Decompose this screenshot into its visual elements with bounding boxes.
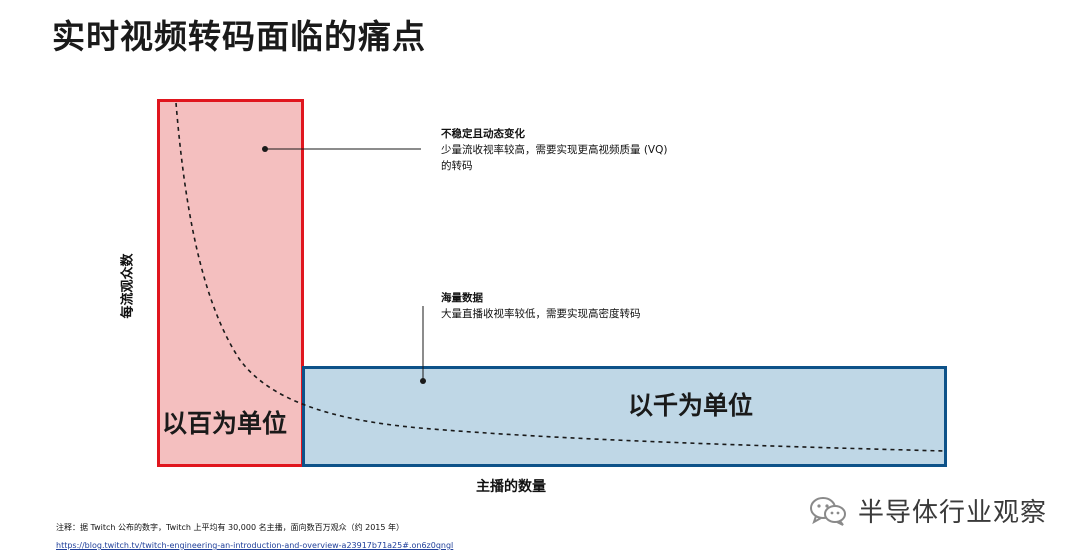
footnote: 注释：据 Twitch 公布的数字，Twitch 上平均有 30,000 名主播…	[56, 523, 405, 532]
annotation-unstable-heading: 不稳定且动态变化	[441, 128, 525, 140]
annotation-massive-line: 大量直播收视率较低，需要实现高密度转码	[441, 308, 641, 320]
x-axis-label: 主播的数量	[476, 479, 546, 495]
annotation-unstable-line: 的转码	[441, 160, 473, 172]
annotation-unstable: 不稳定且动态变化 少量流收视率较高，需要实现更高视频质量 (VQ) 的转码	[441, 126, 667, 174]
low-viewership-region	[302, 366, 947, 467]
leader-dot-2	[420, 378, 426, 384]
page-title: 实时视频转码面临的痛点	[52, 17, 426, 56]
annotation-massive-heading: 海量数据	[441, 292, 483, 304]
wechat-icon	[810, 496, 846, 526]
annotation-unstable-line: 少量流收视率较高，需要实现更高视频质量 (VQ)	[441, 144, 668, 156]
source-link[interactable]: https://blog.twitch.tv/twitch-engineerin…	[56, 541, 454, 550]
long-tail-curve	[175, 102, 945, 452]
region-label-thousands: 以千为单位	[628, 391, 754, 420]
watermark-text: 半导体行业观察	[858, 498, 1048, 528]
region-label-hundreds: 以百为单位	[162, 409, 288, 438]
watermark: 半导体行业观察	[808, 492, 1047, 529]
leader-dot-1	[262, 146, 268, 152]
annotation-massive-data: 海量数据 大量直播收视率较低，需要实现高密度转码	[441, 290, 641, 322]
